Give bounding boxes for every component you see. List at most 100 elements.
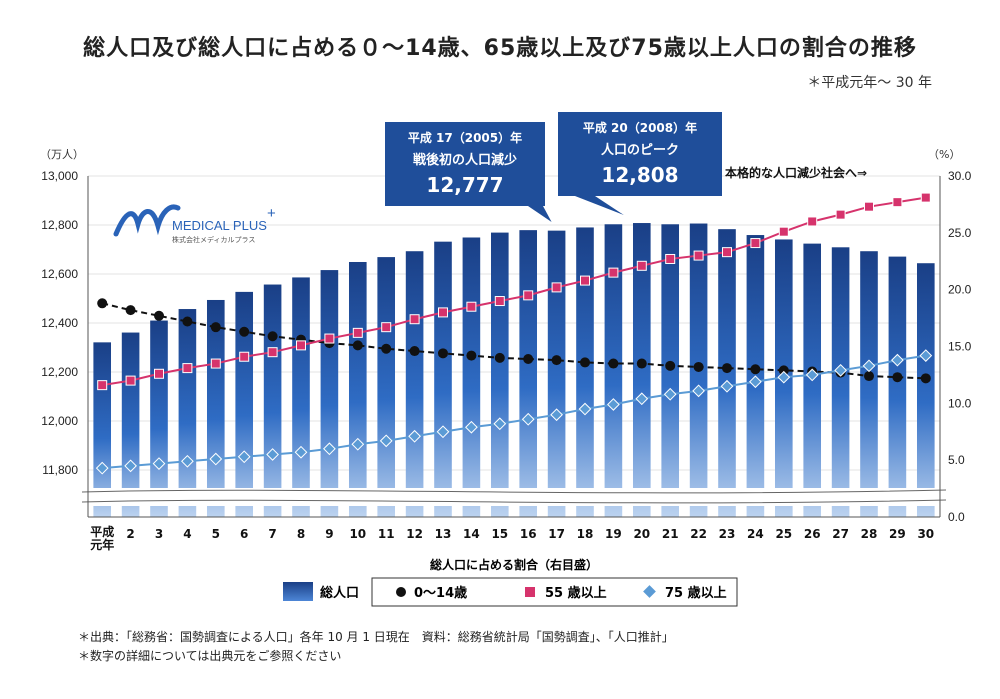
point-marker <box>494 296 505 307</box>
point-marker <box>267 331 278 342</box>
point-marker <box>778 365 789 376</box>
x-tick-label: 30 <box>917 527 934 541</box>
x-tick-label: 15 <box>491 527 508 541</box>
point-marker <box>154 310 164 321</box>
point-marker <box>720 379 734 393</box>
point-marker <box>352 327 363 338</box>
point-marker <box>608 358 619 369</box>
y-left-tick-label: 12,600 <box>41 267 78 281</box>
x-axis-label: 総人口に占める割合（右目盛） <box>430 557 598 572</box>
bar-total-population <box>178 309 197 517</box>
point-marker <box>466 301 477 312</box>
point-marker <box>834 364 847 377</box>
x-tick-label: 17 <box>548 527 565 541</box>
point-marker <box>636 358 647 369</box>
point-marker <box>154 368 164 379</box>
bar-total-population <box>604 224 623 517</box>
callout-tail <box>528 206 552 222</box>
chart-subtitle: ＊平成元年～ 30 年 <box>807 75 932 91</box>
point-marker <box>665 253 676 264</box>
x-tick-label: 28 <box>861 527 878 541</box>
x-tick-label: 元年 <box>90 537 114 552</box>
point-marker <box>608 267 619 278</box>
x-tick-label: 11 <box>378 527 395 541</box>
point-marker <box>124 459 137 473</box>
x-tick-label: 平成 <box>90 524 114 539</box>
y-left-unit: （万人） <box>40 148 84 161</box>
bar-total-population <box>235 291 254 517</box>
point-marker <box>892 372 903 383</box>
point-marker <box>209 452 223 466</box>
y-left-tick-label: 12,400 <box>41 316 78 330</box>
legend-label: 75 歳以上 <box>665 585 727 601</box>
bar-total-population <box>320 270 339 517</box>
legend-label: 0～14歳 <box>414 585 467 601</box>
bar-total-population <box>888 256 907 517</box>
bar-total-population <box>490 232 509 517</box>
point-marker <box>807 216 818 227</box>
series-line <box>101 302 926 380</box>
legend-label: 総人口 <box>320 585 359 601</box>
y-left-tick-label: 12,200 <box>41 365 78 379</box>
point-marker <box>182 363 193 374</box>
axis-break-line <box>81 489 947 494</box>
x-tick-label: 5 <box>212 527 220 541</box>
point-marker <box>580 357 590 368</box>
point-marker <box>438 348 448 359</box>
point-marker <box>693 250 704 261</box>
bar-total-population <box>519 230 538 517</box>
point-marker <box>381 343 392 354</box>
x-tick-label: 12 <box>406 527 423 541</box>
y-right-tick-label: 25.0 <box>948 226 972 240</box>
point-marker <box>239 326 250 337</box>
point-marker <box>749 375 762 389</box>
axis-break-line <box>81 499 947 504</box>
y-left-tick-label: 13,000 <box>41 169 78 183</box>
point-marker <box>237 450 251 464</box>
callout-box <box>385 122 545 206</box>
point-marker <box>352 340 363 351</box>
x-tick-label: 7 <box>268 527 276 541</box>
point-marker <box>864 201 874 212</box>
point-marker <box>580 275 590 286</box>
point-marker <box>692 384 705 398</box>
bar-total-population <box>916 263 935 517</box>
point-marker <box>494 352 505 363</box>
point-marker <box>919 349 933 362</box>
x-tick-label: 24 <box>747 527 764 541</box>
point-marker <box>550 408 563 422</box>
logo-text: MEDICAL PLUS <box>172 218 267 233</box>
point-marker <box>466 350 477 361</box>
y-right-tick-label: 30.0 <box>948 169 972 183</box>
point-marker <box>551 282 562 293</box>
point-marker <box>409 314 420 325</box>
x-tick-label: 9 <box>325 527 333 541</box>
legend-box <box>371 577 738 607</box>
callout-tail <box>575 196 624 215</box>
chart-title: 総人口及び総人口に占める０～14歳、65歳以上及び75歳以上人口の割合の推移 <box>83 36 917 61</box>
callout-value: 12,808 <box>601 163 678 187</box>
bar-total-population <box>860 251 878 517</box>
bar-total-population <box>405 251 424 517</box>
point-marker <box>210 322 221 333</box>
point-marker <box>578 402 592 416</box>
point-marker <box>438 307 448 318</box>
source-note-2: ＊数字の詳細については出典元をご参照ください <box>78 649 342 663</box>
point-marker <box>892 197 903 208</box>
point-marker <box>778 226 789 237</box>
x-tick-label: 2 <box>126 527 134 541</box>
callout-line2: 人口のピーク <box>601 142 679 158</box>
bar-total-population <box>348 261 367 517</box>
x-tick-label: 10 <box>349 527 366 541</box>
x-tick-label: 3 <box>155 527 163 541</box>
point-marker <box>323 442 336 456</box>
point-marker <box>182 316 193 327</box>
x-tick-label: 26 <box>804 527 821 541</box>
bar-total-population <box>576 227 594 517</box>
bar-total-population <box>263 284 282 517</box>
y-right-tick-label: 5.0 <box>948 453 965 467</box>
point-marker <box>210 358 221 369</box>
y-left-tick-label: 12,000 <box>41 414 78 428</box>
logo-subtext: 株式会社メディカルプラス <box>172 235 255 244</box>
legend-marker-circle <box>396 587 406 597</box>
